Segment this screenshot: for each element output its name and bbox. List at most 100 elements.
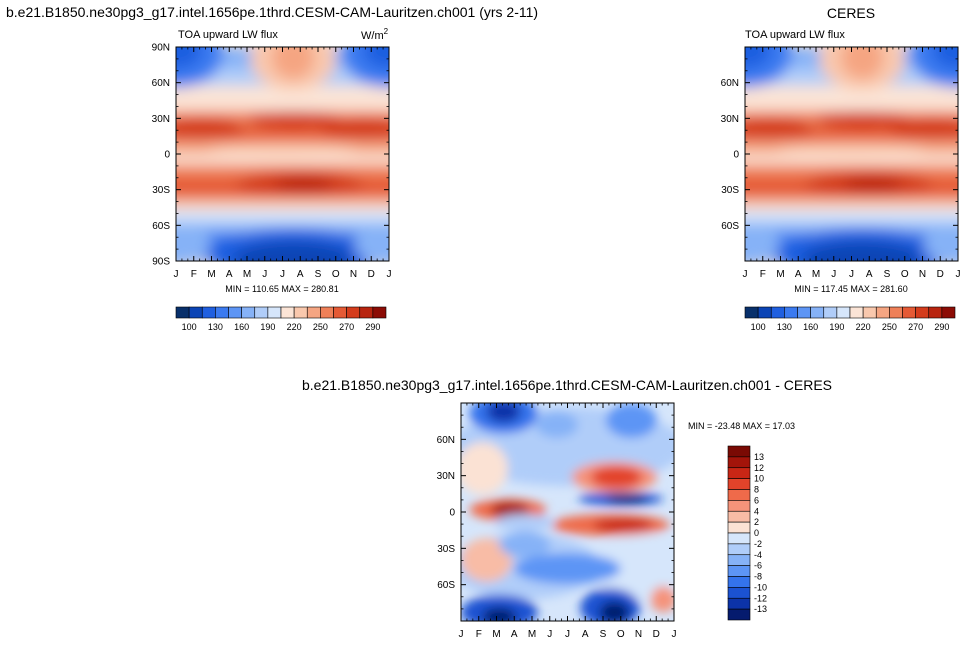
- colorbar-swatch: [727, 608, 751, 621]
- colorbar-label: 100: [751, 322, 766, 332]
- x-tick-label: O: [332, 269, 340, 280]
- x-tick-label: O: [901, 269, 909, 280]
- x-tick-label: J: [743, 269, 748, 280]
- x-tick-label: D: [653, 629, 660, 640]
- x-tick-label: J: [387, 269, 392, 280]
- x-tick-label: D: [368, 269, 375, 280]
- panel-difference-stats: MIN = -23.48 MAX = 17.03: [688, 421, 795, 431]
- x-tick-label: M: [207, 269, 215, 280]
- y-tick-label: 60S: [721, 221, 739, 232]
- colorbar-swatch: [267, 306, 282, 319]
- panel-model-title: b.e21.B1850.ne30pg3_g17.intel.1656pe.1th…: [6, 4, 538, 20]
- x-tick-label: J: [262, 269, 267, 280]
- colorbar-label: 100: [182, 322, 197, 332]
- colorbar-label: 130: [777, 322, 792, 332]
- panel-model-units: W/m2: [361, 27, 389, 42]
- colorbar-label: 12: [754, 463, 764, 473]
- panel-model: b.e21.B1850.ne30pg3_g17.intel.1656pe.1th…: [6, 4, 538, 332]
- x-tick-label: M: [812, 269, 820, 280]
- x-tick-label: N: [635, 629, 642, 640]
- colorbar-label: 6: [754, 495, 759, 505]
- x-tick-label: M: [528, 629, 536, 640]
- x-tick-label: F: [191, 269, 197, 280]
- colorbar-swatch: [849, 306, 864, 319]
- colorbar-swatch: [727, 576, 751, 588]
- panel-ceres-subtitle: TOA upward LW flux: [745, 29, 845, 41]
- colorbar-swatch: [254, 306, 269, 319]
- panel-difference-field: [461, 403, 674, 621]
- colorbar-swatch: [306, 306, 321, 319]
- colorbar-swatch: [744, 306, 759, 319]
- colorbar-swatch: [727, 543, 751, 556]
- x-tick-label: J: [280, 269, 285, 280]
- colorbar-label: 8: [754, 485, 759, 495]
- y-tick-label: 60N: [721, 78, 739, 89]
- x-tick-label: J: [831, 269, 836, 280]
- colorbar-label: 10: [754, 474, 764, 484]
- colorbar-swatch: [228, 306, 242, 319]
- colorbar-swatch: [280, 306, 295, 319]
- colorbar-label: 2: [754, 517, 759, 527]
- colorbar-swatch: [727, 565, 751, 577]
- colorbar-swatch: [320, 306, 334, 319]
- colorbar-label: -4: [754, 550, 762, 560]
- colorbar-swatch: [359, 306, 374, 319]
- panel-ceres: CERES TOA upward LW flux J F M A M J J A S O N D J60…: [721, 5, 961, 332]
- colorbar-swatch: [810, 306, 825, 319]
- colorbar-label: 290: [365, 322, 380, 332]
- x-tick-label: J: [956, 269, 961, 280]
- colorbar-label: 160: [234, 322, 249, 332]
- colorbar-label: 270: [339, 322, 354, 332]
- y-tick-label: 30N: [721, 114, 739, 125]
- colorbar-label: -2: [754, 539, 762, 549]
- x-tick-label: A: [226, 269, 233, 280]
- y-tick-label: 30N: [437, 471, 455, 482]
- x-tick-label: M: [776, 269, 784, 280]
- panel-difference: b.e21.B1850.ne30pg3_g17.intel.1656pe.1th…: [302, 377, 832, 640]
- x-tick-label: A: [795, 269, 802, 280]
- x-tick-label: A: [297, 269, 304, 280]
- y-tick-label: 30S: [437, 544, 455, 555]
- colorbar-swatch: [175, 306, 190, 319]
- y-tick-label: 60N: [152, 78, 170, 89]
- colorbar-swatch: [727, 532, 751, 545]
- colorbar-label: -10: [754, 582, 767, 592]
- colorbar-label: -8: [754, 572, 762, 582]
- panel-difference-title: b.e21.B1850.ne30pg3_g17.intel.1656pe.1th…: [302, 377, 832, 393]
- colorbar-label: -6: [754, 561, 762, 571]
- x-tick-label: D: [937, 269, 944, 280]
- x-tick-label: S: [884, 269, 891, 280]
- colorbar-swatch: [727, 597, 751, 610]
- colorbar-swatch: [201, 306, 216, 319]
- x-tick-label: M: [243, 269, 251, 280]
- colorbar-swatch: [928, 306, 943, 319]
- y-tick-label: 90S: [152, 257, 170, 268]
- colorbar-swatch: [941, 306, 956, 319]
- colorbar-swatch: [727, 478, 751, 490]
- colorbar-swatch: [727, 456, 751, 469]
- panel-model-field: [176, 47, 389, 261]
- colorbar-label: 290: [934, 322, 949, 332]
- colorbar-label: 270: [908, 322, 923, 332]
- colorbar-swatch: [346, 306, 361, 319]
- colorbar-swatch: [333, 306, 347, 319]
- colorbar-swatch: [823, 306, 838, 319]
- x-tick-label: F: [476, 629, 482, 640]
- x-tick-label: M: [492, 629, 500, 640]
- colorbar-swatch: [757, 306, 772, 319]
- colorbar-swatch: [784, 306, 798, 319]
- colorbar-swatch: [797, 306, 811, 319]
- y-tick-label: 0: [449, 508, 455, 519]
- colorbar-swatch: [915, 306, 930, 319]
- x-tick-label: O: [617, 629, 625, 640]
- colorbar-label: 0: [754, 528, 759, 538]
- panel-ceres-colorbar: 100 130 160 190 220 250 270 290: [744, 306, 956, 332]
- y-tick-label: 0: [164, 150, 170, 161]
- colorbar-swatch: [902, 306, 916, 319]
- colorbar-swatch: [727, 500, 751, 512]
- x-tick-label: J: [547, 629, 552, 640]
- colorbar-label: 190: [829, 322, 844, 332]
- panel-ceres-field: [745, 47, 958, 261]
